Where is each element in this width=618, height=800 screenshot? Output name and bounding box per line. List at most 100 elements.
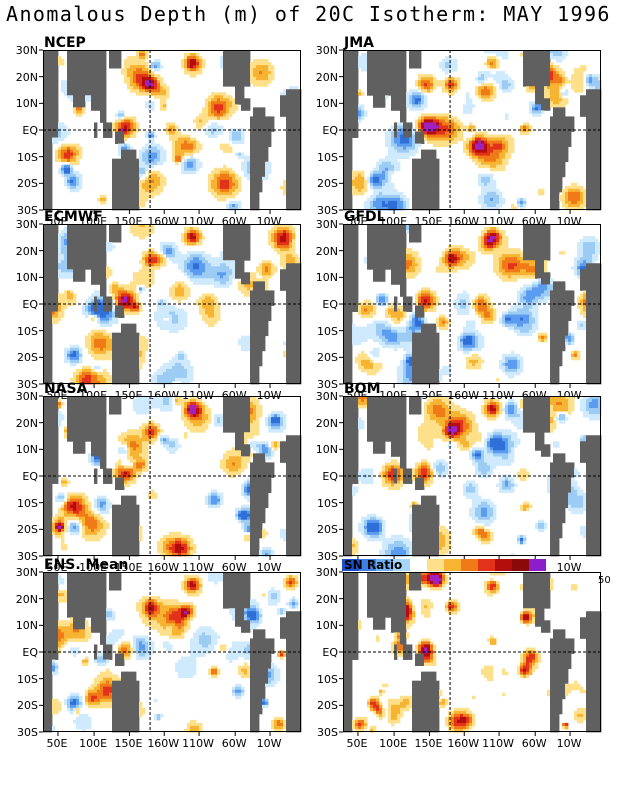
colorbar-title: SN Ratio: [344, 558, 403, 572]
latitude-label: 30S: [317, 726, 338, 739]
latitude-label: 20N: [15, 592, 38, 606]
colorbar-swatch: [410, 559, 427, 571]
latitude-label: 20N: [15, 70, 38, 84]
longitude-label: 150E: [414, 737, 443, 750]
map-frame: [343, 224, 601, 384]
latitude-label: 30S: [17, 378, 38, 391]
longitude-label: 160W: [147, 737, 180, 750]
panel-label: GFDL: [344, 209, 386, 225]
latitude-label: EQ: [322, 646, 338, 659]
latitude-label: EQ: [22, 646, 38, 659]
anomaly-map: [339, 49, 602, 214]
longitude-label: 60W: [221, 737, 247, 750]
longitude-label: 50E: [346, 215, 368, 228]
panel-label: NCEP: [44, 35, 86, 51]
longitude-label: 60W: [521, 389, 547, 402]
longitude-label: 10W: [256, 215, 282, 228]
latitude-label: 20N: [315, 592, 338, 606]
anomaly-map: [39, 49, 302, 214]
anomaly-map: [39, 395, 302, 560]
latitude-label: EQ: [22, 298, 38, 311]
longitude-label: 150E: [414, 215, 443, 228]
colorbar-swatch: [512, 559, 529, 571]
longitude-label: 150E: [114, 389, 143, 402]
longitude-label: 10W: [556, 389, 582, 402]
panel-label: JMA: [344, 35, 374, 51]
longitude-label: 100E: [379, 389, 408, 402]
latitude-label: 20S: [17, 177, 38, 191]
colorbar-swatch: [444, 559, 461, 571]
latitude-label: 30N: [15, 44, 38, 57]
map-panel: ENS. Mean 30N 20N 10N EQ 10S 20S 30S 50E 100E 150E…: [0, 554, 302, 749]
longitude-label: 100E: [79, 215, 108, 228]
longitude-label: 110W: [482, 215, 515, 228]
anomaly-field: [43, 396, 302, 557]
latitude-label: 30N: [15, 390, 38, 403]
latitude-label: 10N: [315, 271, 338, 285]
latitude-label: 20N: [15, 244, 38, 258]
map-frame: [43, 50, 301, 210]
latitude-label: EQ: [322, 124, 338, 137]
colorbar-swatch: [376, 559, 393, 571]
longitude-label: 110W: [182, 737, 215, 750]
anomaly-field: [343, 396, 602, 557]
longitude-label: 160W: [147, 561, 180, 574]
latitude-label: 10N: [315, 443, 338, 457]
longitude-label: 150E: [114, 561, 143, 574]
latitude-label: 30N: [315, 390, 338, 403]
latitude-label: 20S: [17, 351, 38, 365]
map-frame: [43, 396, 301, 556]
colorbar-swatch: [393, 559, 410, 571]
latitude-label: 20S: [17, 523, 38, 537]
latitude-label: 10S: [17, 150, 38, 164]
longitude-label: 10W: [256, 737, 282, 750]
latitude-label: 30N: [315, 218, 338, 231]
latitude-label: 30S: [317, 378, 338, 391]
figure-title: Anomalous Depth (m) of 20C Isotherm: MAY…: [6, 2, 611, 26]
colorbar-swatch: [342, 559, 359, 571]
anomaly-field: [43, 572, 302, 733]
latitude-label: 20S: [317, 523, 338, 537]
anomaly-map: [339, 571, 602, 736]
longitude-label: 50E: [346, 737, 368, 750]
colorbar-max-label: 50: [598, 575, 611, 586]
colorbar-swatch: [478, 559, 495, 571]
longitude-label: 110W: [482, 737, 515, 750]
longitude-label: 60W: [521, 737, 547, 750]
longitude-label: 110W: [182, 215, 215, 228]
latitude-label: 30N: [15, 566, 38, 579]
latitude-label: 30N: [315, 566, 338, 579]
map-frame: [343, 572, 601, 732]
longitude-label: 150E: [114, 215, 143, 228]
longitude-label: 110W: [182, 561, 215, 574]
longitude-label: 50E: [46, 561, 68, 574]
latitude-label: 10N: [315, 619, 338, 633]
latitude-label: 30S: [17, 726, 38, 739]
longitude-label: 50E: [46, 389, 68, 402]
sn-ratio-colorbar: [342, 559, 546, 571]
latitude-label: 30S: [17, 204, 38, 217]
latitude-label: 10S: [317, 672, 338, 686]
colorbar-swatch: [461, 559, 478, 571]
anomaly-field: [343, 50, 602, 211]
anomaly-field: [343, 224, 602, 385]
latitude-label: 20S: [317, 351, 338, 365]
anomaly-field: [343, 572, 602, 733]
latitude-label: 10S: [17, 324, 38, 338]
anomaly-map: [39, 223, 302, 388]
panel-label: ENS. Mean: [44, 557, 129, 573]
latitude-label: 20S: [317, 699, 338, 713]
longitude-label: 100E: [79, 737, 108, 750]
latitude-label: 30S: [317, 204, 338, 217]
longitude-label: 160W: [447, 389, 480, 402]
latitude-label: 20N: [15, 416, 38, 430]
latitude-label: 30N: [315, 44, 338, 57]
anomaly-field: [43, 50, 302, 211]
longitude-label: 10W: [556, 737, 582, 750]
latitude-label: 10S: [317, 496, 338, 510]
panel-label: BOM: [344, 381, 381, 397]
longitude-label: 110W: [482, 389, 515, 402]
map-frame: [43, 224, 301, 384]
latitude-label: 10N: [15, 443, 38, 457]
latitude-label: EQ: [22, 470, 38, 483]
